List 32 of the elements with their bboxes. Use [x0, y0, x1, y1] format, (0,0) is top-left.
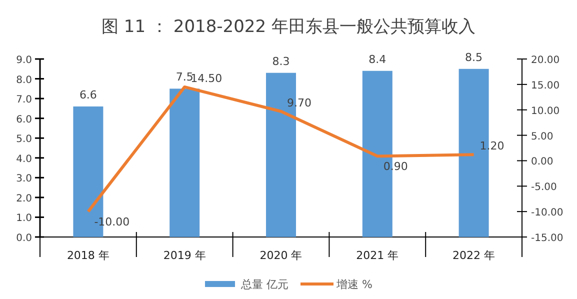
y-tick-label: 9.0 [16, 55, 32, 66]
x-tick-label: 2020 年 [260, 249, 302, 262]
data-label: 6.6 [79, 88, 97, 102]
y-tick-label: 2.0 [16, 193, 32, 204]
y2-tick-label: 15.00 [531, 80, 560, 92]
data-label: 7.5 [176, 70, 194, 84]
y-tick-label: 7.0 [16, 94, 32, 106]
y-tick-label: 3.0 [16, 174, 32, 185]
y2-tick-label: 20.00 [531, 55, 560, 66]
data-label: 8.4 [368, 52, 386, 66]
y-tick-label: 8.0 [16, 74, 32, 86]
y2-tick-label: -15.00 [531, 233, 564, 244]
data-label: 14.50 [190, 72, 222, 85]
data-label: 8.5 [465, 50, 483, 64]
y-tick-label: 0.0 [16, 233, 32, 244]
chart-title: 图 11 ： 2018-2022 年田东县一般公共预算收入 [102, 17, 476, 37]
y2-tick-label: -5.00 [531, 182, 557, 194]
y-tick-label: 4.0 [16, 154, 32, 165]
legend-label: 总量 亿元 [240, 278, 288, 291]
x-tick-label: 2019 年 [163, 249, 206, 262]
y2-tick-label: 0.00 [531, 156, 554, 168]
y-tick-label: 6.0 [16, 114, 32, 126]
x-tick-label: 2021 年 [356, 249, 399, 262]
y-tick-label: 1.0 [16, 213, 32, 224]
data-label: 8.3 [272, 54, 290, 68]
x-tick-label: 2018 年 [66, 249, 110, 262]
y-tick-label: 5.0 [16, 134, 32, 146]
y2-tick-label: -10.00 [531, 208, 564, 219]
y2-tick-label: 10.00 [531, 106, 560, 117]
x-tick-label: 2022 年 [452, 249, 496, 262]
legend-label: 增速 % [336, 278, 372, 291]
y2-tick-label: 5.00 [531, 131, 554, 142]
